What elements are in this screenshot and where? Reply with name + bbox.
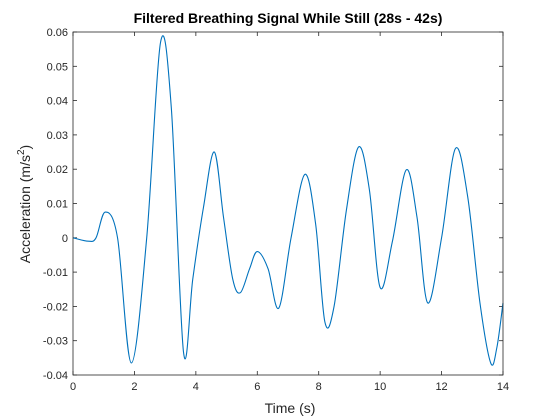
x-tick-label: 6: [254, 381, 260, 393]
x-tick-label: 12: [435, 381, 447, 393]
x-tick-label: 2: [131, 381, 137, 393]
data-series-line: [72, 35, 504, 366]
y-tick-label: 0.02: [47, 164, 68, 176]
x-tick-label: 10: [374, 381, 386, 393]
x-tick-label: 0: [70, 381, 76, 393]
chart-title: Filtered Breathing Signal While Still (2…: [134, 10, 443, 26]
y-axis-label-superscript: 2: [16, 149, 27, 155]
y-tick-label: 0.04: [47, 96, 68, 108]
y-axis-label-base: Acceleration (m/s: [17, 155, 33, 263]
y-axis-label-close: ): [17, 145, 33, 150]
y-axis-label: Acceleration (m/s2): [16, 145, 33, 263]
y-tick-label: -0.04: [43, 370, 68, 382]
y-tick-label: -0.01: [43, 267, 68, 279]
x-tick-label: 14: [497, 381, 509, 393]
x-tick-label: 8: [316, 381, 322, 393]
y-tick-label: 0.06: [47, 27, 68, 39]
plot-area-border: [72, 31, 504, 376]
y-tick-label: -0.02: [43, 301, 68, 313]
y-axis-ticks: -0.04 -0.03 -0.02 -0.01 0 0.01 0.02 0.03 0.04 0.0…: [43, 27, 503, 382]
y-tick-label: 0.01: [47, 199, 68, 211]
x-tick-label: 4: [193, 381, 199, 393]
x-axis-label: Time (s): [265, 400, 316, 416]
y-tick-label: 0.03: [47, 130, 68, 142]
x-axis-ticks: 0 2 4 6 8 10 12 14: [70, 32, 509, 393]
y-tick-label: -0.03: [43, 336, 68, 348]
y-tick-label: 0: [62, 233, 68, 245]
y-tick-label: 0.05: [47, 61, 68, 73]
